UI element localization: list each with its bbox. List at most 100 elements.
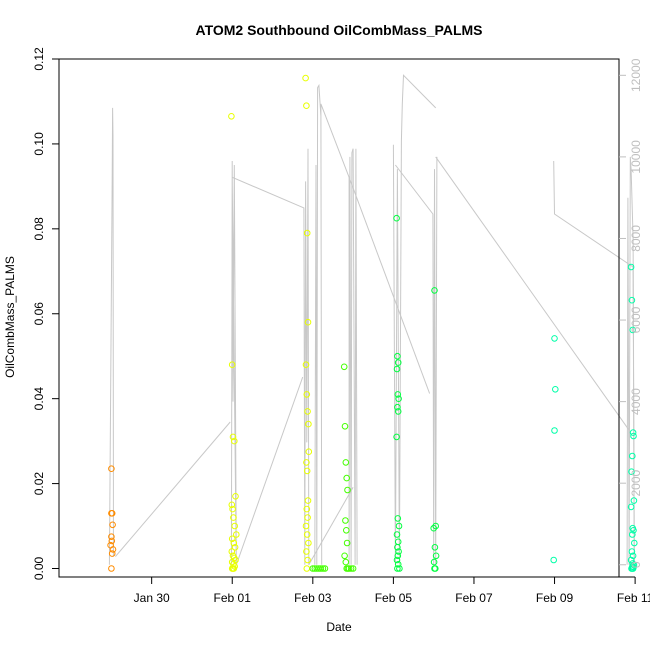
data-point (341, 423, 349, 430)
data-point (629, 452, 636, 460)
data-point (341, 552, 348, 560)
right-y-tick-label: 0 (629, 561, 643, 568)
x-tick-label: Feb 03 (294, 591, 332, 605)
data-point (108, 550, 116, 557)
data-points (107, 74, 638, 572)
data-point (302, 74, 309, 82)
data-point (396, 565, 403, 572)
data-point (303, 565, 311, 572)
data-point (349, 565, 357, 572)
data-point (305, 448, 313, 456)
data-point (432, 552, 440, 560)
data-point (304, 514, 311, 521)
data-point (394, 352, 401, 360)
right-y-tick-label: 10000 (629, 140, 643, 174)
data-point (393, 556, 401, 564)
data-point (431, 287, 438, 294)
data-point (394, 391, 402, 398)
data-point (109, 546, 117, 553)
data-point (430, 558, 438, 566)
x-tick-label: Feb 01 (214, 591, 252, 605)
data-point (628, 548, 636, 555)
data-point (109, 521, 116, 529)
x-tick-label: Feb 11 (617, 591, 650, 605)
data-point (303, 102, 310, 109)
data-point (629, 531, 636, 538)
data-point (628, 468, 635, 476)
data-point (229, 565, 237, 572)
data-point (629, 429, 637, 436)
altitude-line-2 (230, 148, 310, 565)
y-tick-label: 0.12 (32, 47, 46, 71)
data-point (229, 505, 236, 513)
data-point (551, 427, 558, 434)
data-point (232, 493, 239, 500)
x-tick-label: Feb 07 (455, 591, 493, 605)
data-point (342, 558, 350, 566)
data-point (108, 510, 116, 517)
right-y-tick-label: 12000 (629, 58, 643, 92)
x-tick-label: Jan 30 (134, 591, 170, 605)
data-point (628, 296, 636, 304)
data-point (342, 459, 350, 466)
data-point (627, 503, 635, 511)
y-tick-label: 0.06 (32, 302, 46, 326)
data-point (303, 229, 311, 237)
data-point (345, 565, 353, 572)
data-point (394, 538, 402, 546)
y-tick-label: 0.08 (32, 217, 46, 241)
data-point (228, 548, 236, 555)
data-point (393, 214, 400, 222)
data-point (552, 386, 559, 393)
data-point (228, 113, 235, 120)
data-point (395, 395, 402, 403)
data-point (228, 501, 236, 509)
altitude-line-6 (352, 148, 358, 565)
altitude-line-3 (235, 376, 304, 565)
data-point (394, 561, 402, 568)
data-point (231, 437, 238, 445)
data-point (430, 524, 438, 532)
y-tick-label: 0.10 (32, 132, 46, 156)
data-point (627, 263, 635, 271)
altitude-line-11 (553, 160, 635, 565)
data-point (317, 565, 325, 572)
right-y-tick-label: 2000 (629, 470, 643, 497)
altitude-line-8 (392, 74, 437, 565)
data-point (393, 433, 400, 441)
data-point (302, 361, 310, 369)
altitude-line-1 (115, 421, 231, 557)
data-point (394, 359, 402, 366)
data-point (393, 531, 401, 538)
data-point (550, 556, 558, 564)
x-axis: Jan 30 Feb 01 Feb 03 Feb 05 Feb 07 Feb 09 Feb … (134, 576, 650, 605)
data-point (302, 522, 310, 530)
right-y-axis: 0 2000 4000 6000 8000 10000 12000 (619, 58, 643, 568)
data-point (319, 565, 327, 572)
data-point (108, 565, 115, 572)
plot-frame (58, 58, 620, 578)
data-point (228, 535, 236, 543)
data-point (394, 565, 401, 572)
data-point (303, 505, 311, 513)
chart-title: ATOM2 Southbound OilCombMass_PALMS (196, 22, 483, 38)
data-point (303, 467, 311, 475)
data-point (304, 318, 312, 326)
data-point (340, 363, 348, 371)
x-tick-label: Feb 05 (375, 591, 413, 605)
x-tick-label: Feb 09 (536, 591, 574, 605)
altitude-line-9 (395, 156, 438, 565)
data-point (303, 548, 310, 555)
y-tick-label: 0.02 (32, 472, 46, 496)
data-point (229, 433, 237, 441)
data-point (394, 544, 401, 551)
data-point (344, 486, 351, 494)
data-point (305, 539, 312, 547)
data-point (395, 522, 403, 530)
data-point (431, 565, 438, 572)
y-tick-label: 0.00 (32, 557, 46, 581)
data-point (228, 361, 236, 369)
data-point (321, 565, 329, 572)
altitude-line-0 (108, 107, 114, 565)
